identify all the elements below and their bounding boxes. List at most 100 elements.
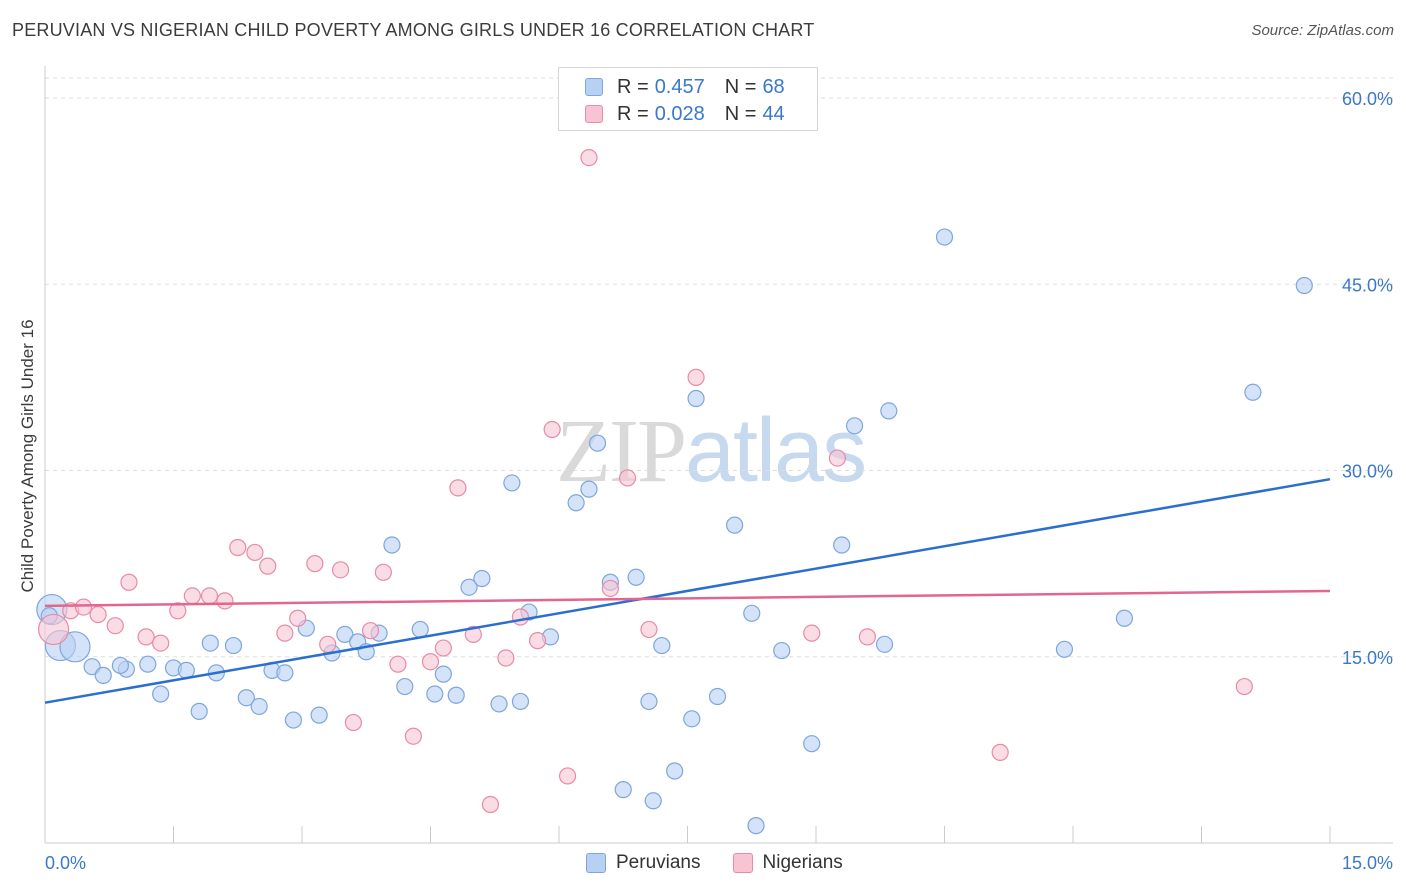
- nigerians-point: [828, 449, 847, 467]
- legend-row-peruvians: R = 0.457 N = 68: [585, 74, 785, 100]
- nigerians-point: [511, 608, 530, 626]
- nigerians-point: [169, 602, 187, 620]
- peruvians-point: [284, 711, 303, 729]
- nigerians-point: [200, 587, 219, 605]
- peruvians-point: [747, 817, 765, 835]
- watermark-zip: ZIP: [556, 402, 687, 501]
- peruvians-point: [224, 636, 243, 655]
- nigerians-point: [246, 543, 264, 562]
- peruvians-point: [935, 228, 954, 246]
- peruvians-point: [708, 687, 727, 706]
- r-label: R =: [617, 102, 649, 125]
- peruvians-point: [447, 686, 465, 704]
- nigerians-point: [543, 420, 561, 439]
- nigerians-point: [991, 743, 1009, 761]
- chart-title: PERUVIAN VS NIGERIAN CHILD POVERTY AMONG…: [12, 20, 815, 40]
- peruvians-point: [503, 474, 521, 492]
- nigerians-point: [331, 561, 350, 579]
- nigerians-point: [106, 617, 124, 635]
- peruvians-point: [845, 417, 864, 435]
- nigerians-point: [580, 149, 598, 167]
- nigerians-trend-line: [44, 589, 1331, 608]
- nigerians-point: [421, 653, 440, 671]
- nigerians-point: [120, 573, 138, 591]
- nigerians-point: [803, 624, 821, 642]
- source-label: Source: ZipAtlas.com: [1251, 22, 1394, 39]
- nigerians-point: [319, 635, 337, 653]
- peruvians-point: [1244, 383, 1262, 401]
- r-label: R =: [617, 75, 649, 98]
- nigerians-point: [464, 625, 482, 644]
- y-tick-label: 15.0%: [1342, 648, 1393, 668]
- r-value: 0.457: [654, 75, 705, 98]
- peruvians-point: [640, 692, 658, 711]
- peruvians-point: [1295, 276, 1313, 295]
- n-label: N =: [724, 75, 757, 98]
- nigerians-point: [361, 622, 380, 640]
- nigerians-swatch-icon: [585, 105, 603, 123]
- peruvians-point: [59, 631, 91, 663]
- legend-row-nigerians: R = 0.028 N = 44: [585, 101, 785, 127]
- peruvians-point: [567, 494, 585, 512]
- peruvians-legend-icon: [586, 853, 606, 873]
- peruvians-point: [588, 434, 607, 452]
- peruvians-point: [683, 710, 701, 728]
- peruvians-swatch-icon: [585, 78, 603, 96]
- nigerians-point: [374, 563, 392, 581]
- peruvians-point: [1055, 640, 1074, 658]
- nigerians-point: [229, 538, 247, 557]
- x-tick-label: 0.0%: [45, 853, 86, 873]
- nigerians-point: [687, 368, 705, 386]
- nigerians-point: [404, 727, 422, 745]
- nigerians-legend-icon: [732, 853, 753, 873]
- peruvians-point: [473, 569, 491, 588]
- peruvians-point: [426, 685, 444, 703]
- peruvians-point: [880, 402, 898, 420]
- legend-label-peruvians: Peruvians: [616, 852, 701, 873]
- nigerians-point: [858, 628, 877, 646]
- peruvians-point: [743, 604, 761, 622]
- nigerians-point: [216, 592, 234, 610]
- x-tick-label: 15.0%: [1342, 853, 1393, 873]
- series-legend: Peruvians Nigerians: [586, 852, 875, 874]
- nigerians-point: [618, 469, 637, 487]
- r-value: 0.028: [654, 102, 705, 125]
- peruvians-point: [490, 695, 508, 713]
- nigerians-point: [259, 557, 277, 575]
- correlation-legend: R = 0.457 N = 68 R = 0.028 N = 44: [558, 67, 818, 131]
- peruvians-point: [411, 620, 429, 639]
- peruvians-trend-line: [44, 477, 1331, 704]
- nigerians-point: [276, 624, 294, 642]
- peruvians-point: [94, 666, 112, 684]
- peruvians-point: [1115, 609, 1134, 627]
- n-value: 68: [762, 75, 785, 98]
- peruvians-point: [111, 656, 129, 675]
- peruvians-point: [773, 641, 791, 660]
- nigerians-point: [344, 713, 362, 732]
- peruvians-point: [687, 389, 705, 408]
- nigerians-point: [497, 649, 515, 667]
- peruvians-point: [614, 781, 632, 799]
- nigerians-point: [152, 634, 170, 652]
- peruvians-point: [833, 536, 851, 554]
- peruvians-point: [190, 702, 208, 720]
- legend-item-nigerians: Nigerians: [732, 852, 843, 874]
- nigerians-point: [74, 598, 93, 616]
- peruvians-point: [396, 677, 414, 696]
- peruvians-point: [201, 634, 219, 652]
- nigerians-point: [289, 609, 307, 627]
- peruvians-point: [580, 480, 598, 498]
- nigerians-point: [481, 795, 500, 814]
- peruvians-point: [310, 706, 328, 724]
- peruvians-point: [250, 697, 268, 716]
- peruvians-point: [644, 792, 662, 810]
- nigerians-point: [37, 613, 70, 646]
- nigerians-point: [89, 605, 107, 624]
- peruvians-point: [434, 665, 452, 683]
- nigerians-point: [434, 639, 452, 657]
- peruvians-point: [336, 625, 354, 644]
- peruvians-point: [383, 536, 401, 554]
- peruvians-point: [627, 568, 645, 586]
- peruvians-point: [726, 516, 744, 534]
